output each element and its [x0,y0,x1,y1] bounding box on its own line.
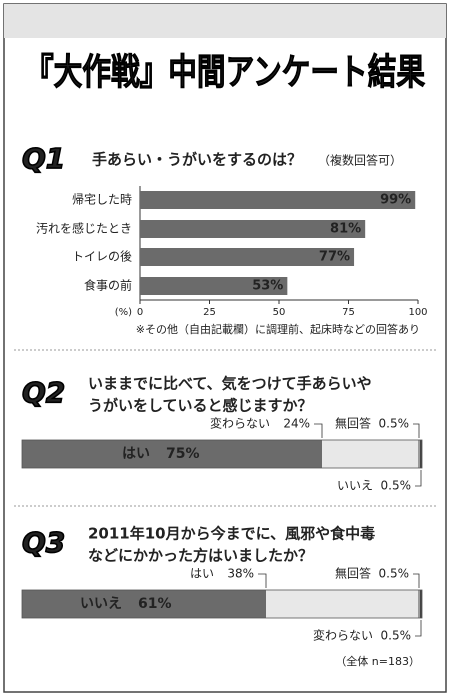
note: ※その他（自由記載欄）に調理前、起床時などの回答あり [136,322,420,336]
value-label: 81% [330,222,361,237]
x-axis-label: (%) [115,307,132,318]
bar-segment [420,440,422,468]
segment-name: 変わらない [210,416,270,431]
callout [413,573,420,588]
bar [140,220,366,238]
question-title: 2011年10月から今までに、風邪や食中毒 [88,525,375,543]
segment-name: いいえ [80,596,122,612]
x-tick-label: 0 [137,307,143,318]
bar-segment [418,440,420,468]
question-title: 手あらい・うがいをするのは？ [92,151,302,169]
bar-segment [322,440,418,468]
category-label: 食事の前 [84,278,132,293]
top-band [4,4,446,38]
callout [258,573,267,588]
bar-segment [22,440,322,468]
bar-segment [266,590,418,618]
callout [415,470,422,487]
question-title: などにかかった方はいましたか？ [88,547,313,565]
value-label: 0.5% [381,479,412,493]
bar-outline [21,439,423,469]
question-number: Q3 [22,526,65,559]
segment-name: 無回答 [335,566,371,581]
segment-name: 無回答 [335,416,371,431]
value-label: 61% [138,596,172,612]
value-label: 0.5% [379,417,410,431]
category-label: 帰宅した時 [72,192,132,207]
value-label: 99% [380,193,411,208]
bar-outline [21,589,423,619]
bar [140,248,355,266]
bar-segment [420,590,422,618]
callout [314,423,323,438]
question-title: うがいをしていると感じますか？ [88,397,313,415]
segment-name: はい [122,446,150,462]
category-label: 汚れを感じたとき [36,221,132,236]
value-label: 0.5% [379,567,410,581]
frame [3,3,447,693]
x-tick-label: 75 [342,307,355,318]
question-title: いままでに比べて、気をつけて手あらいや [88,375,372,393]
x-tick-label: 50 [273,307,286,318]
question-number: Q2 [22,376,65,409]
x-tick-label: 25 [203,307,216,318]
footnote: （全体 n=183） [335,654,420,668]
value-label: 53% [252,279,283,294]
segment-name: 変わらない [313,628,373,643]
question-subtitle: （複数回答可） [318,153,402,168]
value-label: 77% [319,250,350,265]
segment-name: はい [190,567,214,581]
question-number: Q1 [22,142,65,175]
category-label: トイレの後 [72,250,132,264]
value-label: 24% [283,417,310,431]
segment-name: いいえ [337,479,373,493]
callout [413,423,420,438]
bar [140,277,288,295]
page-title: 『大作戦』中間アンケート結果 [25,52,425,93]
bar-segment [418,590,420,618]
value-label: 75% [166,446,200,462]
bar-segment [22,590,266,618]
x-tick-label: 100 [408,307,427,318]
callout [415,620,422,637]
value-label: 38% [227,567,254,581]
bar [140,191,416,209]
value-label: 0.5% [381,629,412,643]
